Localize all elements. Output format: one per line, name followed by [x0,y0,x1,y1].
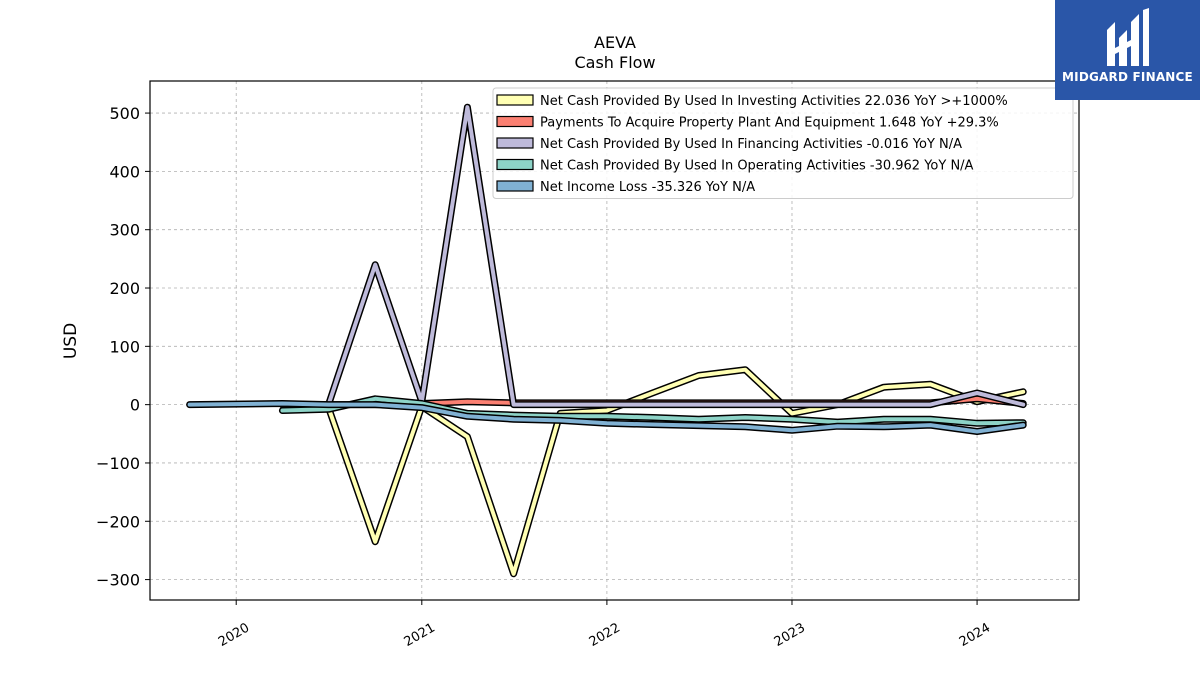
legend-swatch [496,137,534,149]
legend-box [492,87,1074,199]
y-tick-label: 200 [109,279,140,298]
legend-entry-label: Net Cash Provided By Used In Investing A… [540,94,1008,109]
series-line-stroke [280,105,1026,407]
x-tick-label: 2024 [957,620,993,650]
y-tick-label: 400 [109,162,140,181]
chart-subtitle: Cash Flow [574,53,655,72]
legend-entry-label: Net Income Loss -35.326 YoY N/A [540,180,755,195]
x-tick-label: 2021 [402,620,438,650]
legend-entry-label: Net Cash Provided By Used In Operating A… [540,159,974,174]
series-layer [186,103,1027,578]
series-line [186,400,1027,435]
midgard-mh-monogram-icon [1107,8,1149,66]
y-tick-label: 300 [109,221,140,240]
x-tick-label: 2020 [216,620,252,650]
series-line [278,395,1027,427]
y-tick-label: −300 [96,571,140,590]
y-tick-label: 500 [109,104,140,123]
axis-layer: −300 −200 −100 0 100 200 300 400 500 2020 2021 2022… [96,104,993,650]
y-axis-label: USD [61,323,81,359]
plot-frame [149,80,1080,601]
brand-logo: MIDGARD FINANCE [1055,0,1200,100]
y-tick-label: −100 [96,454,140,473]
series-line [278,366,1027,578]
legend-swatch [496,115,534,128]
y-tick-label: −200 [96,512,140,531]
x-tick-label: 2023 [772,620,808,650]
legend-entry-label: Payments To Acquire Property Plant And E… [540,116,999,131]
series-line [278,103,1027,409]
series-line-stroke [280,396,1026,426]
legend-swatch [496,158,534,171]
chart-title: AEVA [594,33,636,52]
series-line-stroke [280,367,1026,576]
legend: Net Cash Provided By Used In Investing A… [492,87,1074,199]
y-tick-label: 0 [130,396,140,415]
legend-entry-label: Net Cash Provided By Used In Financing A… [540,137,962,152]
brand-name: MIDGARD FINANCE [1062,70,1193,84]
series-line-stroke [187,401,1026,434]
legend-swatch [496,180,534,192]
x-tick-label: 2022 [587,620,623,650]
y-tick-label: 100 [109,337,140,356]
legend-swatch [496,94,534,106]
